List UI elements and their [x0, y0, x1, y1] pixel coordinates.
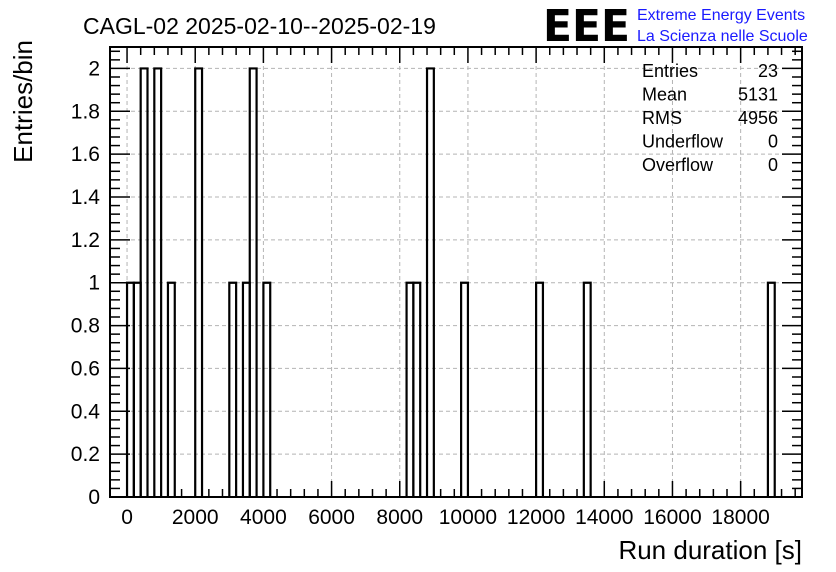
axes	[109, 46, 803, 498]
stats-label: Overflow	[642, 155, 714, 175]
x-tick-label: 4000	[240, 506, 287, 529]
histogram-bin	[194, 67, 204, 497]
y-tick-label: 1.2	[71, 229, 100, 252]
x-tick-label: 18000	[711, 506, 769, 529]
y-tick-label: 2	[88, 57, 100, 80]
logo-mark: EEE	[543, 1, 630, 52]
stats-value: 23	[758, 61, 778, 81]
histogram-bin	[166, 281, 176, 497]
histogram-bin	[582, 281, 592, 497]
x-tick-label: 12000	[507, 506, 565, 529]
y-tick-label: 0.4	[71, 400, 101, 423]
histogram-bin	[139, 67, 149, 497]
y-axis-title: Entries/bin	[8, 40, 38, 163]
ticks	[110, 47, 802, 498]
histogram-bars	[125, 67, 776, 497]
stats-value: 5131	[738, 85, 778, 105]
chart-title: CAGL-02 2025-02-10--2025-02-19	[83, 13, 436, 39]
stats-label: Entries	[642, 61, 698, 81]
y-tick-label: 0.8	[71, 315, 100, 338]
x-tick-label: 2000	[172, 506, 219, 529]
y-tick-label: 1.4	[71, 186, 101, 209]
histogram-bin	[425, 67, 435, 497]
histogram-bin	[412, 281, 422, 497]
stats-value: 0	[768, 132, 778, 152]
stats-label: Mean	[642, 85, 687, 105]
plot-frame	[109, 46, 803, 498]
histogram-bin	[153, 67, 163, 497]
y-tick-label: 0.6	[71, 357, 100, 380]
stats-label: Underflow	[642, 132, 724, 152]
tick-labels: 0 2000 4000 6000 8000 10000 12000 14000 16000 180…	[71, 57, 770, 529]
histogram-bin	[460, 281, 470, 497]
histogram-bin	[766, 281, 776, 497]
x-tick-label: 14000	[575, 506, 633, 529]
eee-logo: EEE Extreme Energy Events La Scienza nel…	[543, 1, 808, 52]
stats-value: 4956	[738, 108, 778, 128]
stats-label: RMS	[642, 108, 682, 128]
histogram-bin	[248, 67, 258, 497]
y-tick-label: 1	[88, 272, 100, 295]
x-tick-label: 8000	[376, 506, 423, 529]
logo-line-2: La Scienza nelle Scuole	[637, 28, 808, 45]
x-tick-label: 16000	[643, 506, 701, 529]
logo-line-1: Extreme Energy Events	[637, 7, 805, 24]
y-tick-label: 0.2	[71, 443, 100, 466]
x-tick-label: 0	[121, 506, 133, 529]
y-tick-label: 1.6	[71, 143, 100, 166]
x-tick-label: 10000	[439, 506, 497, 529]
y-tick-label: 0	[88, 486, 100, 509]
stats-box: Entries 23 Mean 5131 RMS 4956 Underflow 0 Overfl…	[642, 61, 778, 175]
x-axis-title: Run duration [s]	[618, 535, 802, 565]
histogram-bin	[262, 281, 272, 497]
histogram-bin	[228, 281, 238, 497]
x-tick-label: 6000	[308, 506, 355, 529]
stats-value: 0	[768, 155, 778, 175]
y-tick-label: 1.8	[71, 100, 100, 123]
histogram-bin	[535, 281, 545, 497]
